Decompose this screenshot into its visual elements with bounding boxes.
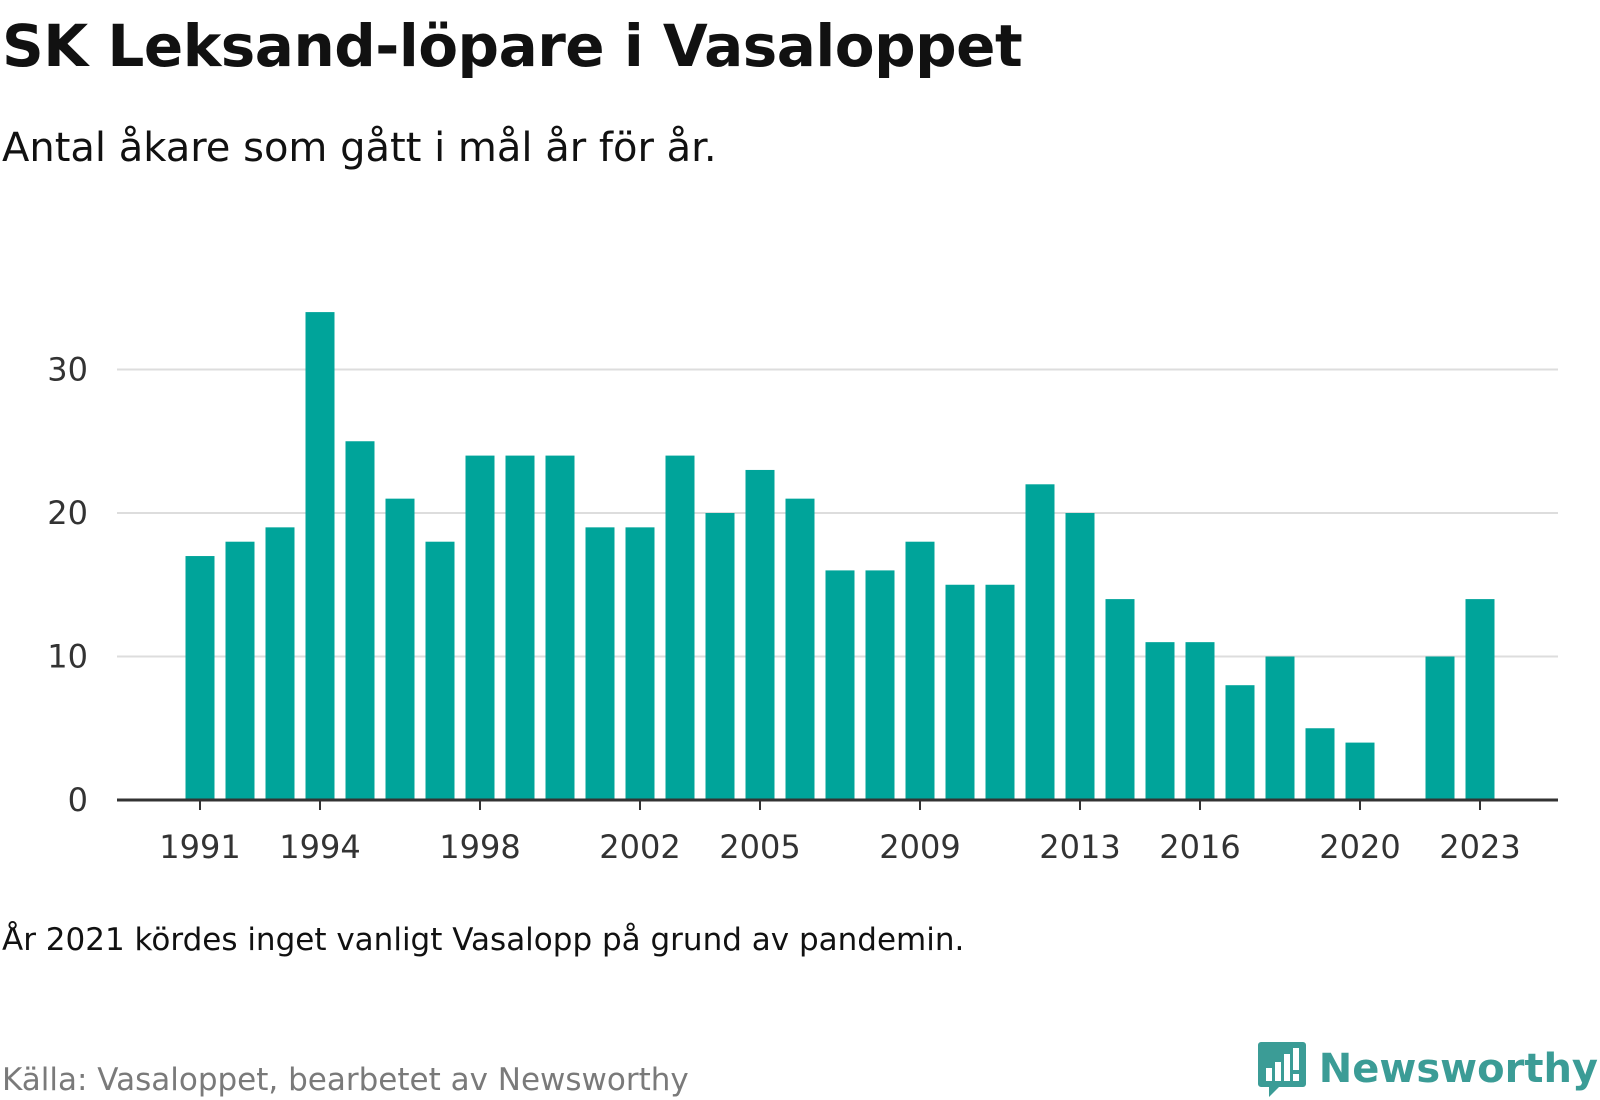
bar-2009 xyxy=(905,541,935,800)
bar-chart: 0 10 20 30 1991 1994 1998 2002 2005 2009 2013 2016 2… xyxy=(47,312,1558,860)
bar-2004 xyxy=(705,513,735,800)
source-note: Källa: Vasaloppet, bearbetet av Newswort… xyxy=(2,1062,689,1098)
x-tick-label: 2023 xyxy=(1439,828,1520,860)
bar-2006 xyxy=(785,498,815,800)
bar-2014 xyxy=(1105,599,1135,800)
bar-2018 xyxy=(1265,656,1295,800)
bar-2020 xyxy=(1345,742,1375,800)
x-tick-label: 1991 xyxy=(159,828,240,860)
x-tick-label: 2009 xyxy=(879,828,960,860)
bar-2017 xyxy=(1225,685,1255,800)
bar-2023 xyxy=(1465,599,1495,800)
bar-2015 xyxy=(1145,642,1175,800)
bar-2012 xyxy=(1025,484,1055,800)
bars xyxy=(185,312,1495,800)
y-tick-label: 30 xyxy=(47,351,88,389)
bar-1997 xyxy=(425,541,455,800)
bar-2016 xyxy=(1185,642,1215,800)
x-tick-label: 1994 xyxy=(279,828,360,860)
x-tick-label: 2013 xyxy=(1039,828,1120,860)
bar-1998 xyxy=(465,455,495,800)
newsworthy-logo-icon xyxy=(1257,1042,1306,1097)
bar-2008 xyxy=(865,570,895,800)
bar-1995 xyxy=(345,441,375,800)
chart-note: År 2021 kördes inget vanligt Vasalopp på… xyxy=(2,922,965,958)
bar-2003 xyxy=(665,455,695,800)
bar-2019 xyxy=(1305,728,1335,800)
axes: 0 10 20 30 1991 1994 1998 2002 2005 2009 2013 2016 2… xyxy=(47,351,1558,860)
bar-1994 xyxy=(305,312,335,800)
x-tick-label: 2002 xyxy=(599,828,680,860)
brand-name: Newsworthy xyxy=(1318,1046,1598,1092)
x-tick-label: 2020 xyxy=(1319,828,1400,860)
bar-1992 xyxy=(225,541,255,800)
y-tick-label: 0 xyxy=(68,781,88,819)
chart-title: SK Leksand-löpare i Vasaloppet xyxy=(2,12,1023,80)
chart-subtitle: Antal åkare som gått i mål år för år. xyxy=(2,125,717,171)
bar-2002 xyxy=(625,527,655,800)
y-tick-label: 20 xyxy=(47,494,88,532)
bar-2007 xyxy=(825,570,855,800)
bar-1993 xyxy=(265,527,295,800)
bar-2010 xyxy=(945,584,975,800)
x-tick-label: 2016 xyxy=(1159,828,1240,860)
bar-2013 xyxy=(1065,513,1095,800)
x-tick-label: 1998 xyxy=(439,828,520,860)
brand-logo: Newsworthy xyxy=(1257,1040,1598,1098)
y-tick-label: 10 xyxy=(47,638,88,676)
x-tick-label: 2005 xyxy=(719,828,800,860)
bar-2022 xyxy=(1425,656,1455,800)
bar-1991 xyxy=(185,556,215,800)
bar-1996 xyxy=(385,498,415,800)
bar-2000 xyxy=(545,455,575,800)
bar-2011 xyxy=(985,584,1015,800)
bar-2001 xyxy=(585,527,615,800)
bar-1999 xyxy=(505,455,535,800)
bar-2005 xyxy=(745,469,775,800)
